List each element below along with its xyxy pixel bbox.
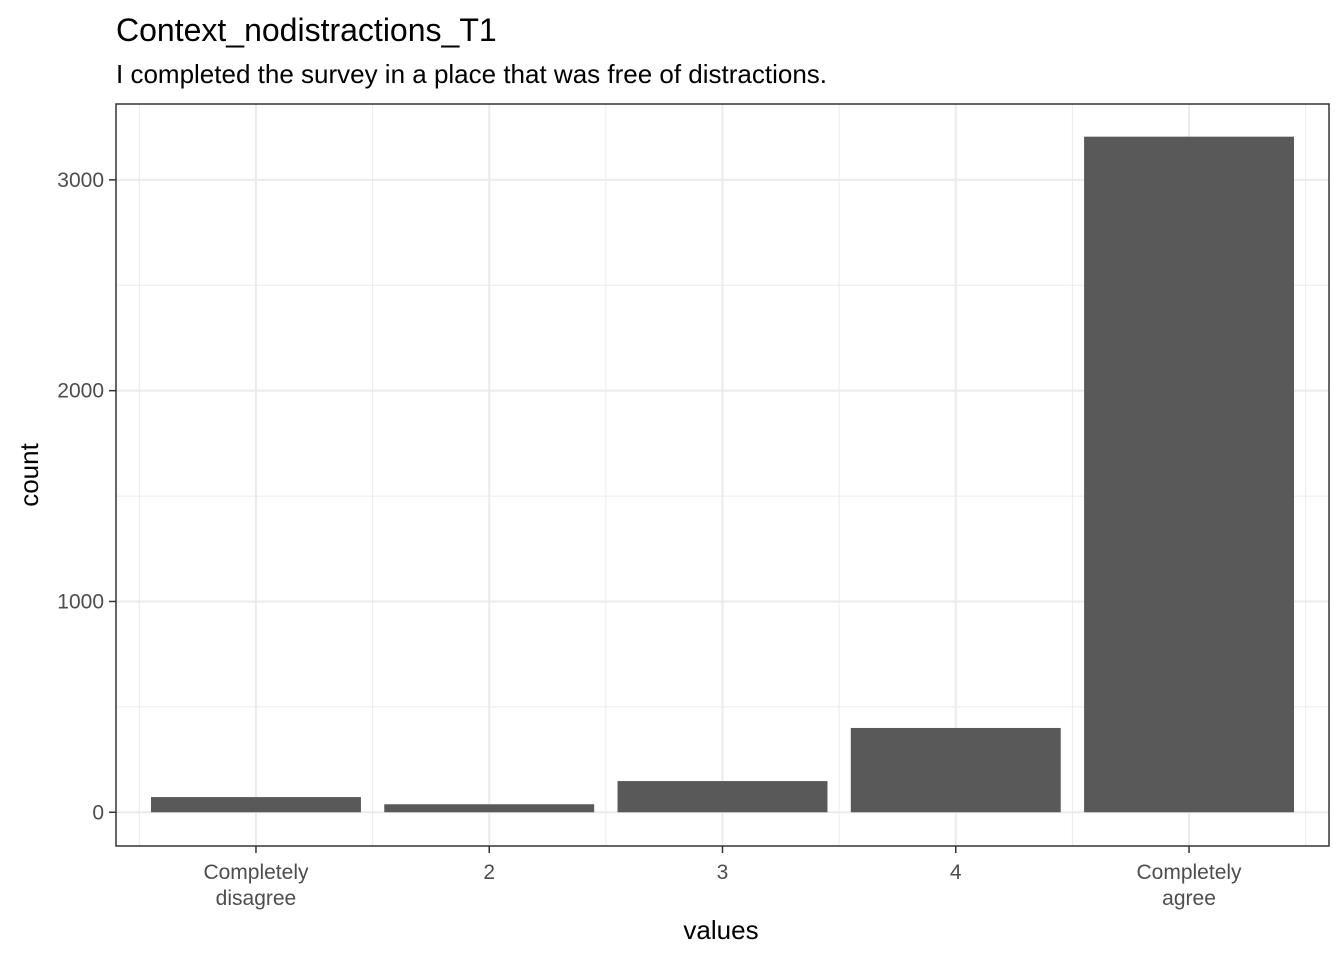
bar-4 <box>1084 136 1295 813</box>
y-tick-label: 2000 <box>57 380 104 403</box>
y-tick-label: 0 <box>92 801 104 824</box>
bar-3 <box>850 727 1061 813</box>
x-axis: Completely disagree 2 3 4 Completely agree <box>203 846 1242 910</box>
x-tick-label: Completely agree <box>1137 861 1243 910</box>
bar-0 <box>150 797 361 813</box>
chart-subtitle: I completed the survey in a place that w… <box>116 59 827 89</box>
x-tick-label: 4 <box>950 861 962 884</box>
x-tick-label: 2 <box>483 861 495 884</box>
x-axis-title: values <box>683 915 758 945</box>
bar-1 <box>384 804 595 813</box>
bars <box>150 136 1295 813</box>
chart-title: Context_nodistractions_T1 <box>116 12 497 48</box>
y-axis-title: count <box>14 442 44 506</box>
y-tick-label: 3000 <box>57 169 104 192</box>
y-tick-label: 1000 <box>57 590 104 613</box>
x-tick-label: Completely disagree <box>203 861 309 910</box>
y-axis: 0 1000 2000 3000 <box>57 169 116 824</box>
bar-2 <box>617 781 828 813</box>
x-tick-label: 3 <box>717 861 729 884</box>
